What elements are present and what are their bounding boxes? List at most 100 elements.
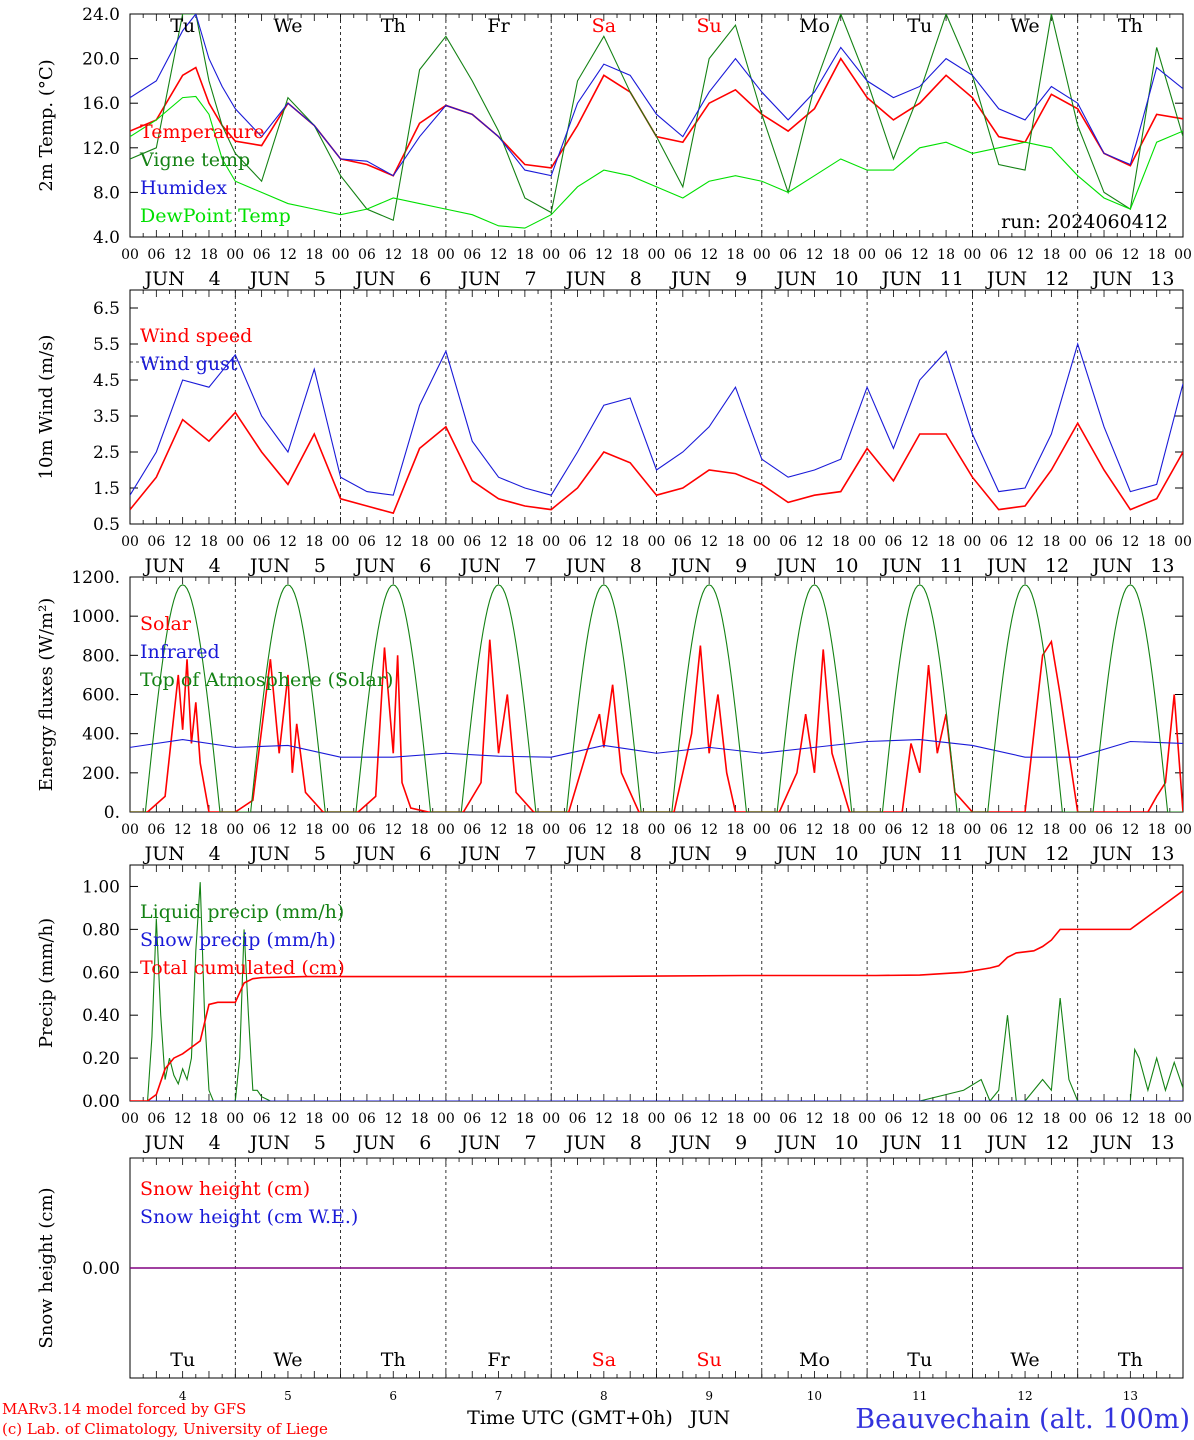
month-label: JUN	[248, 268, 290, 290]
y-tick-label: 20.0	[82, 50, 120, 70]
series-line-2	[130, 342, 1183, 496]
y-tick-label: 0.00	[82, 1259, 120, 1279]
day-number-label: 12	[1045, 555, 1069, 577]
hour-tick-label: 06	[990, 1111, 1008, 1127]
day-number-label: 5	[314, 843, 326, 865]
hour-tick-label: 18	[727, 822, 745, 838]
bottom-day-of-week-label: Th	[381, 1349, 406, 1371]
hour-tick-label: 00	[648, 1111, 666, 1127]
hour-tick-label: 18	[516, 247, 534, 263]
month-label: JUN	[669, 268, 711, 290]
legend-entry: Top of Atmosphere (Solar)	[140, 669, 393, 691]
bottom-day-of-week-label: Tu	[170, 1349, 195, 1371]
hour-tick-label: 12	[279, 247, 297, 263]
legend-entry: DewPoint Temp	[140, 205, 291, 227]
y-tick-label: 1.5	[93, 479, 120, 499]
legend-entry: Infrared	[140, 641, 220, 663]
month-label: JUN	[669, 555, 711, 577]
hour-tick-label: 06	[885, 822, 903, 838]
hour-tick-label: 00	[1069, 247, 1087, 263]
day-of-week-label: We	[1010, 15, 1039, 37]
hour-tick-label: 18	[200, 247, 218, 263]
legend-entry: Snow height (cm)	[140, 1178, 310, 1200]
day-number-label: 6	[419, 843, 431, 865]
series-line-3	[130, 14, 1183, 177]
hour-tick-label: 18	[1148, 822, 1166, 838]
day-number-label: 12	[1045, 843, 1069, 865]
y-axis-label: Precip (mm/h)	[36, 918, 57, 1048]
panel-5: 0.00 Snow height (cm) Snow height (cm) Snow…	[36, 1157, 1184, 1379]
hour-tick-label: 12	[700, 247, 718, 263]
y-tick-label: 1000.	[71, 607, 120, 627]
hour-tick-label: 00	[332, 247, 350, 263]
panel-3: 0. 200. 400. 600. 800. 1000. 1200. Energy fluxe…	[36, 568, 1192, 865]
hour-tick-label: 12	[806, 534, 824, 550]
hour-tick-label: 06	[463, 247, 481, 263]
hour-tick-label: 00	[437, 1111, 455, 1127]
hour-tick-label: 00	[332, 822, 350, 838]
day-of-week-label: Su	[697, 15, 722, 37]
series-line-3	[130, 890, 1183, 1101]
month-label: JUN	[564, 843, 606, 865]
bottom-day-number: 9	[705, 1389, 713, 1403]
hour-tick-label: 00	[963, 534, 981, 550]
hour-tick-label: 06	[990, 822, 1008, 838]
day-of-week-label: Th	[381, 15, 406, 37]
y-tick-label: 0.60	[82, 963, 120, 983]
hour-tick-label: 12	[1016, 822, 1034, 838]
series-line-2	[130, 14, 1183, 222]
month-label: JUN	[774, 555, 816, 577]
hour-tick-label: 06	[1095, 1111, 1113, 1127]
hour-tick-label: 00	[226, 822, 244, 838]
hour-tick-label: 06	[885, 247, 903, 263]
bottom-day-of-week-label: Su	[697, 1349, 722, 1371]
hour-tick-label: 12	[279, 534, 297, 550]
hour-tick-label: 00	[121, 1111, 139, 1127]
hour-tick-label: 06	[358, 822, 376, 838]
month-label: JUN	[564, 1132, 606, 1154]
hour-tick-label: 06	[779, 534, 797, 550]
hour-tick-label: 00	[858, 822, 876, 838]
day-number-label: 13	[1150, 555, 1174, 577]
bottom-day-number: 12	[1017, 1389, 1032, 1403]
hour-tick-label: 06	[253, 247, 271, 263]
day-number-label: 4	[209, 1132, 221, 1154]
hour-tick-label: 00	[226, 534, 244, 550]
hour-tick-label: 12	[806, 1111, 824, 1127]
time-axis-label: Time UTC (GMT+0h)	[467, 1407, 673, 1429]
day-number-label: 8	[630, 555, 642, 577]
series-group	[130, 14, 1183, 229]
hour-tick-label: 18	[200, 822, 218, 838]
month-label: JUN	[143, 268, 185, 290]
hour-tick-label: 06	[147, 822, 165, 838]
day-number-label: 9	[735, 555, 747, 577]
hour-tick-label: 18	[621, 534, 639, 550]
month-label: JUN	[458, 268, 500, 290]
hour-tick-label: 00	[963, 822, 981, 838]
bottom-day-of-week-label: Tu	[907, 1349, 932, 1371]
hour-tick-label: 06	[990, 247, 1008, 263]
hour-tick-label: 00	[226, 247, 244, 263]
day-number-label: 7	[525, 555, 537, 577]
panel-4: 0.00 0.20 0.40 0.60 0.80 1.00 Precip (mm/h) Liq…	[36, 864, 1192, 1154]
hour-tick-label: 06	[463, 534, 481, 550]
bottom-day-number: 13	[1123, 1389, 1138, 1403]
day-number-label: 5	[314, 1132, 326, 1154]
hour-tick-label: 00	[648, 247, 666, 263]
hour-tick-label: 18	[832, 247, 850, 263]
hour-tick-label: 12	[595, 1111, 613, 1127]
hour-tick-label: 12	[490, 822, 508, 838]
hour-tick-label: 12	[174, 534, 192, 550]
day-number-label: 4	[209, 555, 221, 577]
y-tick-label: 800.	[82, 646, 120, 666]
hour-tick-label: 18	[621, 1111, 639, 1127]
hour-tick-label: 00	[121, 822, 139, 838]
legend-entry: Vigne temp	[139, 149, 250, 171]
hour-tick-label: 00	[858, 1111, 876, 1127]
hour-tick-label: 12	[806, 822, 824, 838]
hour-tick-label: 18	[1042, 534, 1060, 550]
bottom-day-of-week-label: We	[273, 1349, 302, 1371]
day-number-label: 6	[419, 555, 431, 577]
bottom-day-number: 5	[284, 1389, 292, 1403]
